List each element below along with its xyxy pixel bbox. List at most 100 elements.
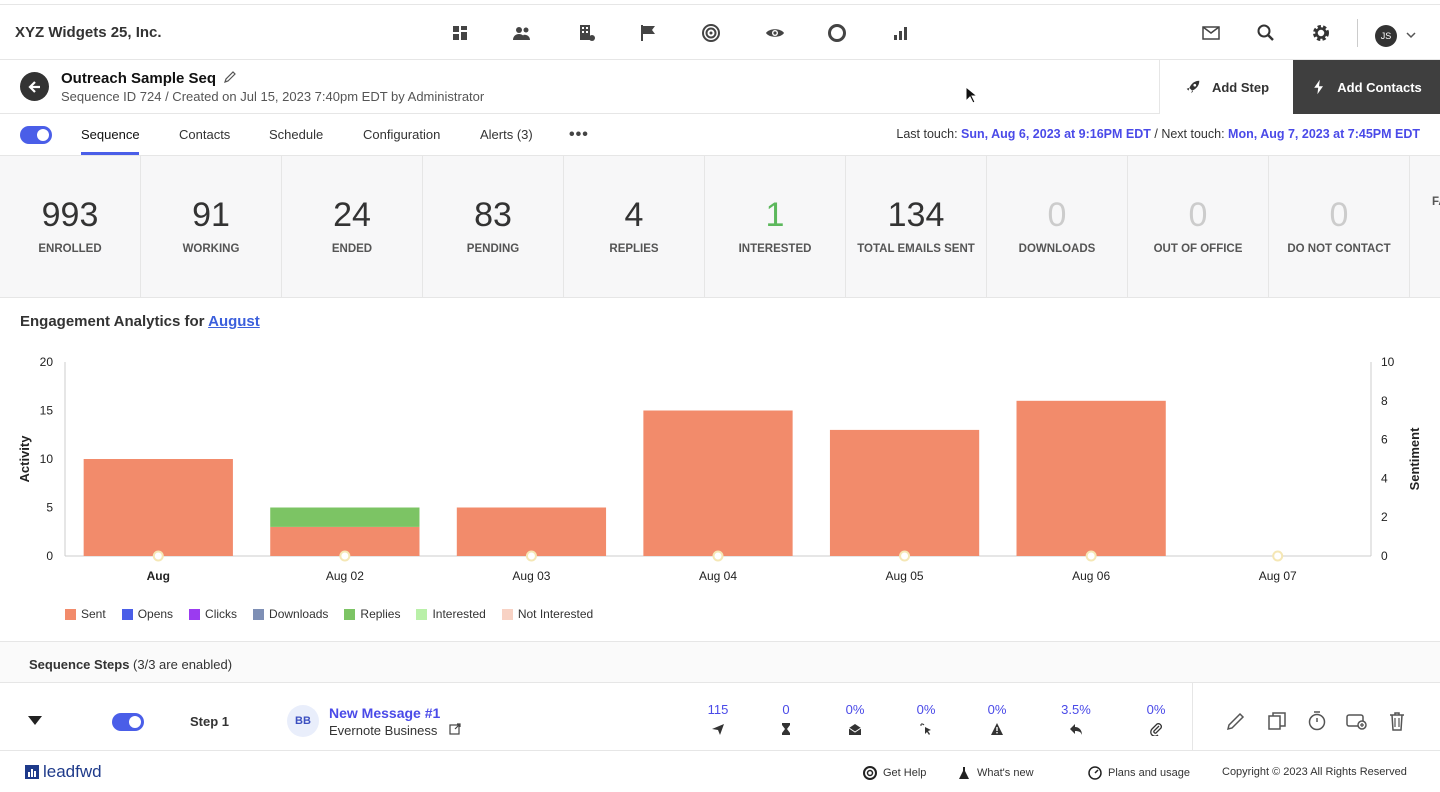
legend-swatch (65, 608, 76, 620)
message-title-link[interactable]: New Message #1 (329, 705, 441, 721)
eye-icon[interactable] (763, 21, 787, 45)
sentiment-point[interactable] (1085, 550, 1097, 562)
metric-attachments[interactable]: 0% (1131, 702, 1181, 741)
legend-item-downloads[interactable]: Downloads (253, 607, 328, 621)
reports-icon[interactable] (888, 21, 912, 45)
metric-value: 3.5% (1061, 702, 1091, 717)
bar-replies[interactable] (270, 507, 420, 527)
legend-item-replies[interactable]: Replies (344, 607, 400, 621)
avatar[interactable]: JS (1375, 25, 1397, 47)
stat-total-emails-sent[interactable]: 134 TOTAL EMAILS SENT (846, 156, 987, 297)
companies-icon[interactable] (575, 21, 599, 45)
click-icon (920, 723, 931, 735)
edit-icon[interactable] (1225, 710, 1247, 732)
get-help-link[interactable]: Get Help (863, 766, 926, 780)
more-options-button[interactable]: ••• (569, 126, 589, 143)
stat-label: DOWNLOADS (1018, 243, 1096, 255)
footer-logo[interactable]: leadfwd (25, 762, 102, 782)
bar-sent[interactable] (829, 429, 980, 556)
next-touch-value[interactable]: Mon, Aug 7, 2023 at 7:45PM EDT (1228, 127, 1420, 141)
stat-ended[interactable]: 24 ENDED (282, 156, 423, 297)
analytics-title-prefix: Engagement Analytics for (20, 313, 205, 330)
sentiment-point[interactable] (339, 550, 351, 562)
tab-alerts[interactable]: Alerts (3) (480, 127, 533, 142)
metric-sent[interactable]: 115 (693, 702, 743, 741)
gear-icon[interactable] (1309, 21, 1333, 45)
analytics-title: Engagement Analytics for August (20, 313, 260, 330)
mail-icon[interactable] (1199, 21, 1223, 45)
sentiment-point[interactable] (152, 550, 164, 562)
legend-item-interested[interactable]: Interested (416, 607, 486, 621)
stat-working[interactable]: 91 WORKING (141, 156, 282, 297)
stat-truncated[interactable]: FA (1410, 156, 1440, 297)
stat-label: WORKING (182, 243, 240, 255)
metric-bounces[interactable]: 0% (972, 702, 1022, 741)
legend-swatch (344, 608, 356, 620)
bar-sent[interactable] (1016, 400, 1166, 556)
x-tick-label: Aug 07 (1259, 569, 1297, 583)
stat-out-of-office[interactable]: 0 OUT OF OFFICE (1128, 156, 1269, 297)
trash-icon[interactable] (1386, 710, 1408, 732)
add-step-button[interactable]: Add Step (1159, 60, 1293, 114)
sentiment-point[interactable] (899, 550, 911, 562)
add-message-icon[interactable] (1345, 710, 1367, 732)
sentiment-point[interactable] (712, 550, 724, 562)
last-touch-label: Last touch: (896, 127, 958, 141)
sequence-steps-title: Sequence Steps (3/3 are enabled) (29, 657, 232, 672)
copy-icon[interactable] (1266, 710, 1288, 732)
campaigns-flag-icon[interactable] (636, 21, 660, 45)
metric-pending[interactable]: 0 (761, 702, 811, 741)
external-link-icon[interactable] (449, 723, 461, 735)
footer-logo-text: leadfwd (43, 762, 102, 781)
last-touch-value[interactable]: Sun, Aug 6, 2023 at 9:16PM EDT (961, 127, 1151, 141)
dashboard-icon[interactable] (448, 21, 472, 45)
stat-value: 24 (333, 196, 371, 234)
bar-sent[interactable] (83, 459, 233, 556)
metric-value: 0 (782, 702, 790, 717)
metric-replies[interactable]: 3.5% (1051, 702, 1101, 741)
stat-replies[interactable]: 4 REPLIES (564, 156, 705, 297)
metric-clicks[interactable]: 0% (901, 702, 951, 741)
stat-pending[interactable]: 83 PENDING (423, 156, 564, 297)
sequence-enable-toggle[interactable] (20, 126, 52, 144)
sentiment-point[interactable] (1272, 550, 1284, 562)
add-contacts-button[interactable]: Add Contacts (1293, 60, 1440, 114)
plans-usage-link[interactable]: Plans and usage (1088, 766, 1190, 780)
legend-item-opens[interactable]: Opens (121, 607, 173, 621)
step-enable-toggle[interactable] (112, 713, 144, 731)
mouse-cursor-icon (965, 86, 977, 104)
bar-sent[interactable] (643, 410, 793, 557)
stat-enrolled[interactable]: 993 ENROLLED (0, 156, 141, 297)
chevron-down-icon[interactable] (1405, 29, 1417, 41)
send-icon (712, 724, 724, 735)
metric-opens[interactable]: 0% (830, 702, 880, 741)
search-icon[interactable] (1254, 21, 1278, 45)
tab-configuration[interactable]: Configuration (363, 127, 441, 142)
legend-swatch (121, 608, 133, 620)
circle-icon[interactable] (825, 21, 849, 45)
whats-new-link[interactable]: What's new (957, 766, 1034, 780)
contacts-icon[interactable] (510, 21, 534, 45)
stat-interested[interactable]: 1 INTERESTED (705, 156, 846, 297)
stat-do-not-contact[interactable]: 0 DO NOT CONTACT (1269, 156, 1410, 297)
month-link[interactable]: August (208, 313, 260, 330)
tab-contacts[interactable]: Contacts (179, 127, 231, 142)
timer-icon[interactable] (1306, 710, 1328, 732)
whats-new-label: What's new (977, 767, 1034, 779)
legend-label: Not Interested (517, 607, 594, 621)
legend-item-sent[interactable]: Sent (65, 607, 106, 621)
steps-title-count: (3/3 are enabled) (129, 657, 233, 672)
pencil-icon[interactable] (223, 70, 237, 84)
back-button[interactable] (20, 72, 49, 101)
tab-sequence[interactable]: Sequence (81, 127, 140, 142)
step-row: Step 1 BB New Message #1 Evernote Busine… (0, 683, 1440, 750)
sentiment-point[interactable] (525, 550, 537, 562)
stat-value: 134 (887, 196, 945, 234)
stat-downloads[interactable]: 0 DOWNLOADS (987, 156, 1128, 297)
legend-item-not-interested[interactable]: Not Interested (501, 607, 594, 621)
tab-schedule[interactable]: Schedule (269, 127, 324, 142)
expand-caret-icon[interactable] (28, 716, 42, 725)
legend-item-clicks[interactable]: Clicks (189, 607, 237, 621)
target-icon[interactable] (699, 21, 723, 45)
bar-sent[interactable] (456, 507, 607, 557)
